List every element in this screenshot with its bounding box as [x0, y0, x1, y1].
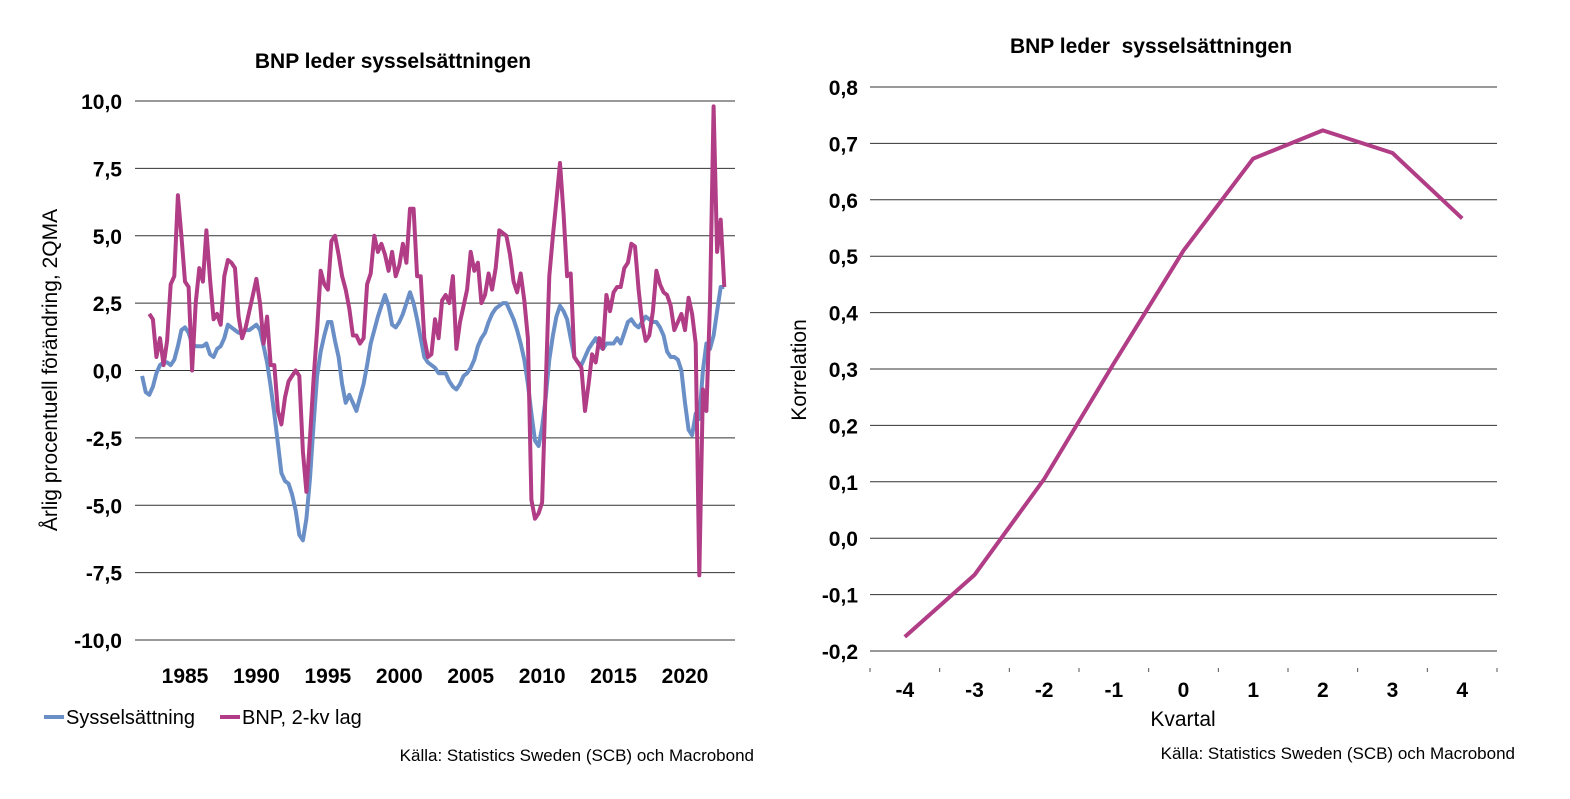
x-tick-label: 2015: [590, 665, 637, 688]
y-tick-label: 5,0: [93, 226, 122, 249]
right-chart-title: BNP leder sysselsättningen: [1010, 35, 1292, 58]
x-tick-label: 1: [1247, 679, 1259, 702]
y-tick-label: 0,5: [829, 246, 859, 269]
y-tick-label: 0,2: [829, 415, 858, 438]
left-legend: Sysselsättning BNP, 2-kv lag: [44, 707, 362, 729]
y-tick-label: -0,2: [822, 641, 858, 664]
y-tick-label: -0,1: [822, 585, 859, 608]
y-tick-label: 0,3: [829, 359, 858, 382]
right-source-note: Källa: Statistics Sweden (SCB) och Macro…: [1161, 744, 1515, 763]
left-y-axis-label: Årlig procentuell förändring, 2QMA: [39, 209, 62, 531]
x-tick-label: 2020: [662, 665, 709, 688]
y-tick-label: -10,0: [74, 630, 122, 653]
series-line-gdp: [147, 104, 727, 578]
right-gridlines: [870, 86, 1497, 652]
y-tick-label: 0,0: [829, 528, 858, 551]
y-tick-label: -2,5: [86, 428, 123, 451]
y-tick-label: 7,5: [93, 158, 123, 181]
x-tick-label: -1: [1104, 679, 1123, 702]
right-y-axis-label: Korrelation: [788, 319, 811, 421]
y-tick-label: 0,7: [829, 133, 858, 156]
y-tick-label: 0,1: [829, 472, 859, 495]
legend-label-gdp: BNP, 2-kv lag: [242, 707, 362, 729]
series-line-correlation: [903, 128, 1464, 639]
x-tick-label: 1995: [304, 665, 351, 688]
x-tick-label: 1985: [162, 665, 209, 688]
left-x-ticks: 1985 1990 1995 2000 2005 2010 2015 2020: [162, 665, 709, 688]
left-chart-title: BNP leder sysselsättningen: [255, 50, 531, 73]
right-chart: BNP leder sysselsättningen Korrelation K…: [788, 35, 1515, 763]
right-series: [903, 128, 1464, 639]
x-tick-label: 4: [1456, 679, 1468, 702]
y-tick-label: 0,0: [93, 361, 122, 384]
y-tick-label: 0,4: [829, 303, 859, 326]
x-tick-label: -2: [1035, 679, 1054, 702]
left-chart: BNP leder sysselsättningen Årlig procent…: [39, 50, 754, 765]
y-tick-label: 0,8: [829, 77, 859, 100]
x-tick-label: -4: [895, 679, 914, 702]
series-line-employment: [140, 285, 725, 543]
y-tick-label: 2,5: [93, 293, 123, 316]
x-tick-label: 2: [1317, 679, 1329, 702]
y-tick-label: -7,5: [86, 563, 123, 586]
right-x-axis-label: Kvartal: [1150, 708, 1215, 731]
x-tick-label: 2005: [447, 665, 494, 688]
left-y-ticks: 10,0 7,5 5,0 2,5 0,0 -2,5 -5,0 -7,5 -10,0: [74, 91, 122, 653]
left-series: [140, 104, 727, 578]
x-tick-label: 1990: [233, 665, 280, 688]
left-source-note: Källa: Statistics Sweden (SCB) och Macro…: [400, 746, 754, 765]
right-y-ticks: 0,8 0,7 0,6 0,5 0,4 0,3 0,2 0,1 0,0 -0,1 -0,2: [822, 77, 859, 664]
y-tick-label: -5,0: [86, 495, 122, 518]
right-x-ticks: -4 -3 -2 -1 0 1 2 3 4: [869, 668, 1498, 702]
legend-label-employment: Sysselsättning: [66, 707, 195, 729]
x-tick-label: -3: [965, 679, 984, 702]
x-tick-label: 2010: [519, 665, 566, 688]
y-tick-label: 0,6: [829, 190, 858, 213]
y-tick-label: 10,0: [81, 91, 122, 114]
x-tick-label: 0: [1178, 679, 1190, 702]
x-tick-label: 3: [1387, 679, 1399, 702]
x-tick-label: 2000: [376, 665, 423, 688]
